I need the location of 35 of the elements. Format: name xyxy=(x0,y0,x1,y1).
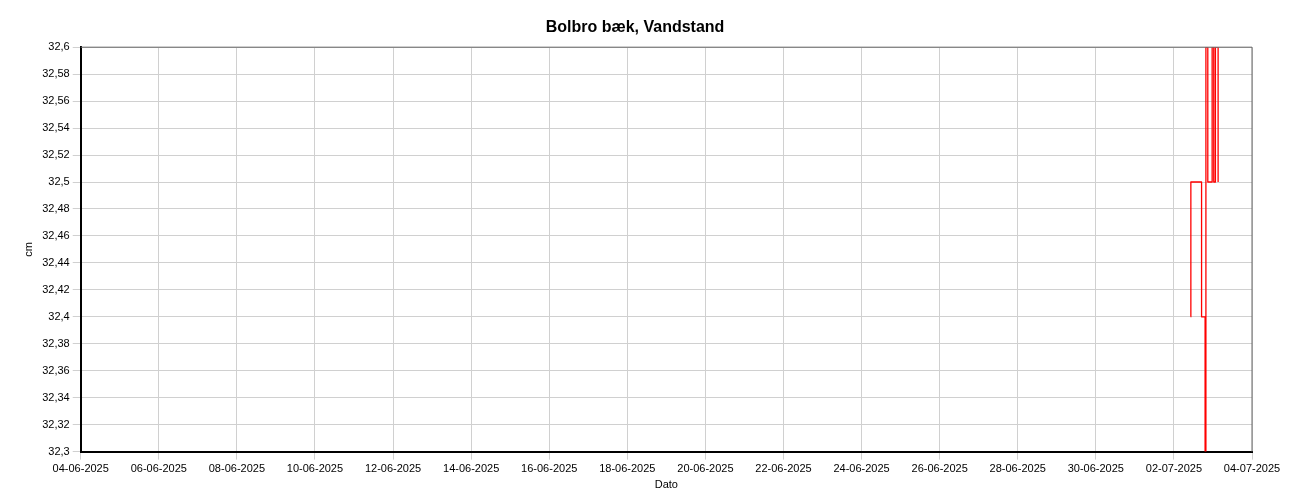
x-tick-label: 06-06-2025 xyxy=(130,462,187,475)
y-tick-label: 32,3 xyxy=(48,444,70,457)
x-tick-label: 12-06-2025 xyxy=(364,462,422,475)
y-tick-label: 32,42 xyxy=(42,282,70,295)
y-tick-label: 32,46 xyxy=(42,228,70,241)
x-tick-label: 18-06-2025 xyxy=(599,462,656,475)
x-tick-label: 24-06-2025 xyxy=(833,462,890,475)
y-tick-label: 32,6 xyxy=(48,40,70,53)
x-tick-label: 22-06-2025 xyxy=(755,462,812,475)
y-tick-label: 32,36 xyxy=(42,363,70,376)
y-tick-label: 32,58 xyxy=(42,67,70,80)
x-axis-title: Dato xyxy=(654,478,678,491)
x-tick-label: 28-06-2025 xyxy=(989,462,1046,475)
y-tick-label: 32,54 xyxy=(42,121,70,134)
y-tick-label: 32,44 xyxy=(42,255,70,268)
x-tick-label: 26-06-2025 xyxy=(911,462,968,475)
y-tick-label: 32,4 xyxy=(48,309,70,322)
x-tick-label: 10-06-2025 xyxy=(286,462,344,475)
chart-title: Bolbro bæk, Vandstand xyxy=(545,18,725,36)
y-tick-label: 32,34 xyxy=(42,390,70,403)
x-tick-label: 04-07-2025 xyxy=(1223,462,1281,475)
y-tick-label: 32,38 xyxy=(42,336,70,349)
y-tick-label: 32,32 xyxy=(42,417,70,430)
x-tick-label: 16-06-2025 xyxy=(521,462,578,475)
x-tick-label: 08-06-2025 xyxy=(208,462,266,475)
y-tick-label: 32,48 xyxy=(42,201,70,214)
x-tick-label: 02-07-2025 xyxy=(1145,462,1203,475)
y-tick-label: 32,56 xyxy=(42,94,70,107)
y-axis-title: cm xyxy=(21,242,34,257)
x-tick-label: 30-06-2025 xyxy=(1067,462,1124,475)
y-tick-label: 32,5 xyxy=(48,175,70,188)
y-tick-label: 32,52 xyxy=(42,148,70,161)
x-tick-label: 20-06-2025 xyxy=(677,462,734,475)
x-tick-label: 04-06-2025 xyxy=(52,462,109,475)
x-tick-label: 14-06-2025 xyxy=(443,462,500,475)
